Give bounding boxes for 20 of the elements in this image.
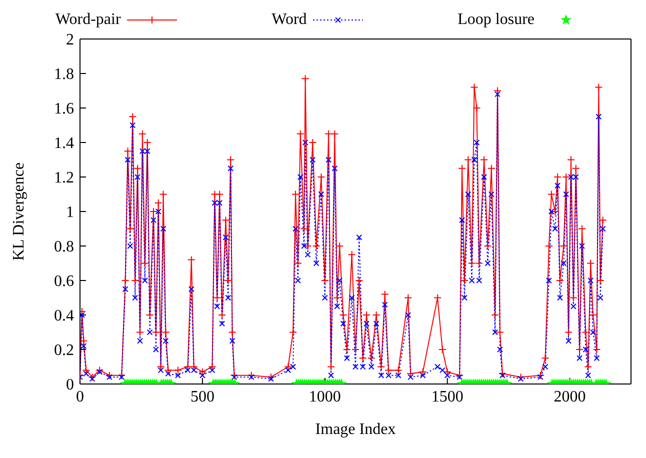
y-tick-label: 1.2: [54, 170, 74, 187]
legend-label: Word: [272, 11, 307, 29]
x-tick-label: 1000: [308, 388, 341, 406]
x-tick-label: 1500: [431, 388, 464, 406]
y-tick-label: 1.8: [54, 66, 74, 84]
x-axis-title: Image Index: [315, 421, 396, 438]
x-tick-label: 2000: [554, 388, 586, 406]
y-tick-label: 0.2: [54, 342, 74, 360]
y-tick-label: 1: [66, 204, 74, 222]
legend-label: Loop losure: [458, 11, 535, 29]
y-tick-label: 2: [66, 32, 74, 49]
y-tick-label: 0: [66, 376, 74, 394]
y-tick-label: 1.4: [54, 135, 74, 152]
legend-label: Word-pair: [55, 11, 121, 29]
y-tick-label: 0.8: [54, 238, 74, 256]
y-tick-label: 0.4: [54, 308, 74, 325]
x-tick-label: 500: [190, 388, 214, 406]
y-tick-label: 0.6: [54, 273, 74, 290]
y-axis-title: KL Divergence: [10, 162, 28, 261]
y-tick-label: 1.6: [54, 100, 74, 118]
